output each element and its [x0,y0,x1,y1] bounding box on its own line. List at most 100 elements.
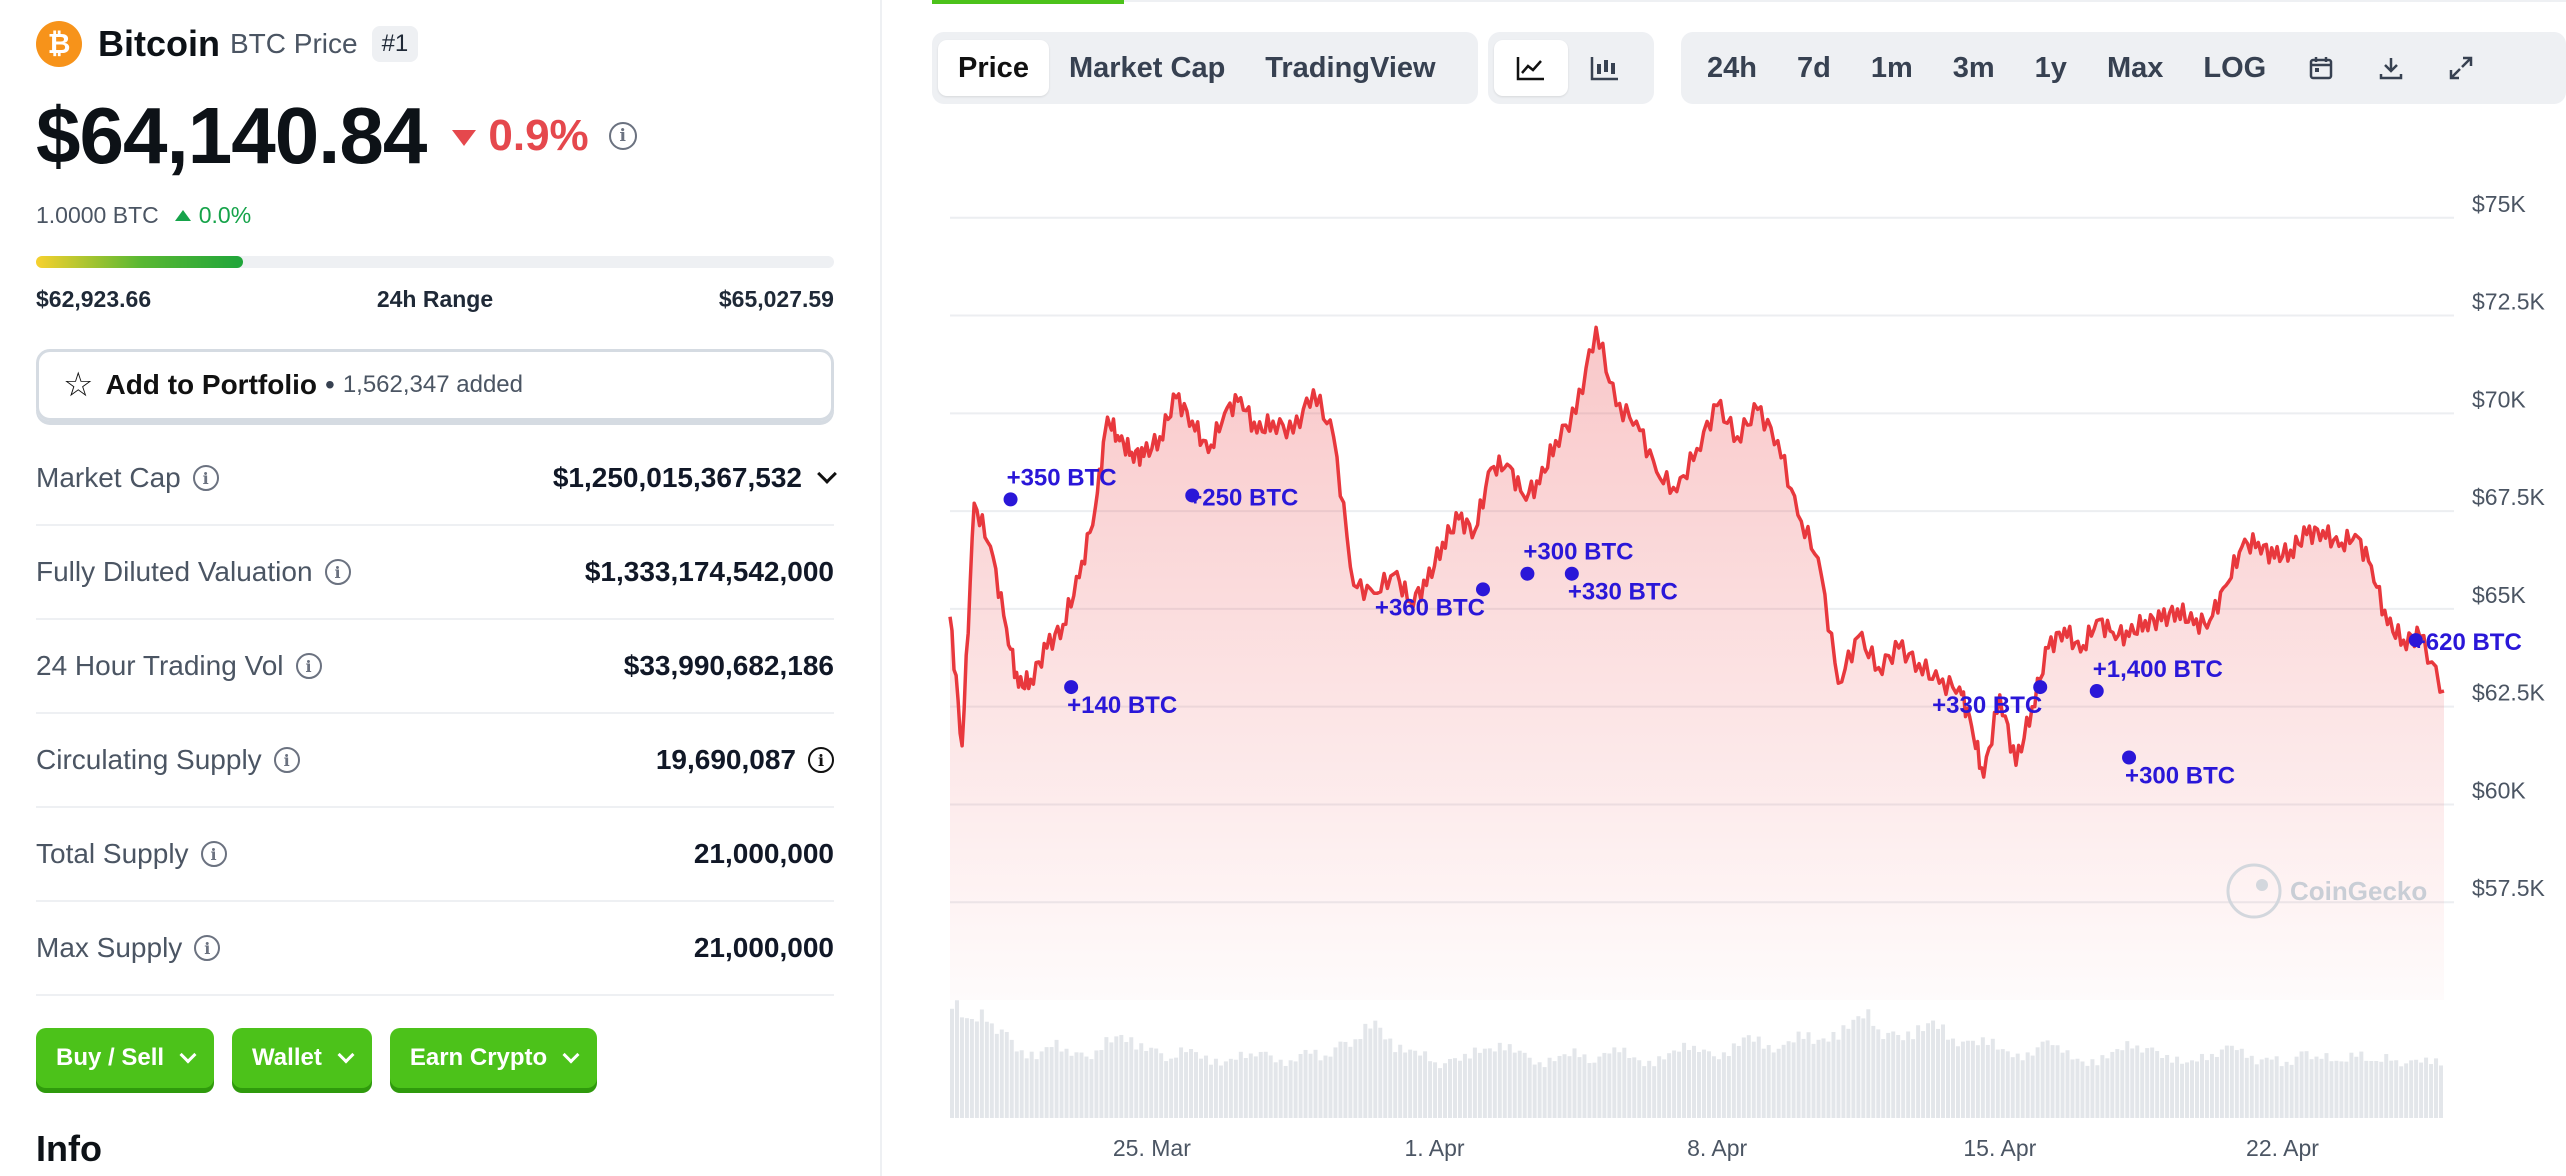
stat-value: $1,250,015,367,532 [552,462,802,493]
range-7d[interactable]: 7d [1796,51,1831,84]
chevron-down-icon[interactable] [817,464,837,484]
volume-bar [1482,1048,1487,1118]
volume-bar [2190,1060,2195,1118]
volume-bar [2264,1057,2269,1118]
volume-bar [2424,1057,2429,1118]
volume-bar [1358,1039,1363,1118]
volume-bar [2279,1066,2284,1118]
download-button[interactable] [2356,40,2426,96]
volume-bar [1911,1039,1916,1118]
tab-tradingview[interactable]: TradingView [1265,51,1436,84]
info-icon[interactable]: i [200,841,227,867]
buy-marker[interactable] [2089,684,2104,699]
volume-bar [2329,1061,2334,1118]
info-icon[interactable]: i [608,122,637,150]
volume-bar [1871,1025,1876,1118]
volume-bar [1373,1020,1378,1118]
buy-marker[interactable] [1003,492,1018,507]
y-tick-label: $60K [2472,777,2526,803]
wallet-button[interactable]: Wallet [232,1028,372,1088]
info-icon[interactable]: i [295,653,322,679]
volume-bar [1821,1038,1826,1118]
buy-sell-button[interactable]: Buy / Sell [36,1028,215,1088]
volume-bar [2404,1063,2409,1118]
volume-bar [1692,1045,1697,1118]
chart-panel: Price Market Cap TradingView 24h 7d 1m 3… [884,0,2566,1176]
volume-bar [1637,1060,1642,1118]
volume-bar [1303,1049,1308,1118]
info-icon[interactable]: i [273,747,300,773]
candlestick-button[interactable] [1568,40,1642,96]
volume-bar [989,1023,994,1118]
info-icon[interactable]: i [194,935,221,961]
info-icon[interactable]: i [324,559,351,585]
volume-bar [1522,1052,1527,1118]
button-label: Buy / Sell [56,1044,165,1071]
volume-bar [1448,1059,1452,1118]
range-1y[interactable]: 1y [2034,51,2067,84]
volume-bar [1731,1043,1736,1118]
volume-bar [1562,1054,1567,1118]
stat-value: $33,990,682,186 [623,650,834,681]
volume-bar [2349,1052,2354,1118]
tab-price[interactable]: Price [938,40,1049,96]
buy-marker[interactable] [1475,582,1490,597]
price-line[interactable] [948,325,2445,779]
buy-marker[interactable] [1185,488,1200,503]
volume-bar [1368,1028,1373,1118]
volume-bar [1238,1051,1243,1118]
btc-price-row: 1.0000 BTC 0.0% [36,200,834,230]
volume-bar [1283,1065,1288,1118]
price-chart[interactable]: $57.5K $60K $62.5K $65K $67.5K $70K $72.5K $75K… [884,0,2566,1176]
buy-annotation-label: +300 BTC [2125,763,2235,790]
buy-annotation-label: +350 BTC [1007,464,1117,491]
range-log[interactable]: LOG [2203,51,2267,84]
volume-bar [1677,1051,1682,1118]
fullscreen-button[interactable] [2426,40,2496,96]
volume-bar [1607,1053,1612,1118]
volume-bar [2120,1050,2125,1118]
buy-marker[interactable] [1064,680,1079,695]
range-max[interactable]: Max [2106,51,2164,84]
volume-bar [1094,1050,1099,1118]
volume-bar [1617,1052,1622,1118]
range-3m[interactable]: 3m [1952,51,1995,84]
volume-bar [2229,1045,2234,1118]
volume-bar [2075,1058,2080,1118]
stat-label: Fully Diluted Valuation [36,556,313,587]
volume-bar [1179,1047,1184,1118]
volume-bar [1164,1061,1169,1118]
price-change-value: 0.9% [488,111,589,160]
volume-bar [2224,1045,2229,1118]
range-high: $65,027.59 [718,286,834,312]
buy-marker[interactable] [1564,566,1579,581]
volume-bar [1477,1052,1482,1118]
line-chart-button[interactable] [1494,40,1568,96]
volume-bar [1801,1038,1806,1118]
range-24h[interactable]: 24h [1707,51,1757,84]
volume-bar [2070,1059,2075,1118]
buy-marker[interactable] [2408,633,2423,648]
buy-marker[interactable] [1520,566,1535,581]
buy-marker[interactable] [2122,750,2137,765]
x-tick-label: 8. Apr [1687,1135,1747,1161]
volume-bar [2015,1053,2020,1118]
volume-bar [994,1033,999,1118]
volume-bar [1074,1052,1079,1118]
buy-marker[interactable] [2033,680,2048,695]
volume-bar [1687,1050,1692,1118]
volume-bar [1378,1027,1383,1118]
volume-bar [1577,1057,1582,1118]
tab-market-cap[interactable]: Market Cap [1068,51,1226,84]
volume-bar [964,1018,969,1118]
add-to-portfolio-button[interactable]: ☆ Add to Portfolio • 1,562,347 added [36,349,834,421]
stat-label: Market Cap [36,462,181,493]
date-picker-button[interactable] [2286,40,2356,96]
coin-symbol-label: BTC Price [230,28,358,59]
range-1m[interactable]: 1m [1870,51,1913,84]
earn-crypto-button[interactable]: Earn Crypto [389,1028,598,1088]
info-icon[interactable]: i [192,465,219,491]
volume-bar [2150,1047,2155,1118]
info-icon[interactable]: i [808,747,834,773]
btc-change-value: 0.0% [198,201,252,228]
